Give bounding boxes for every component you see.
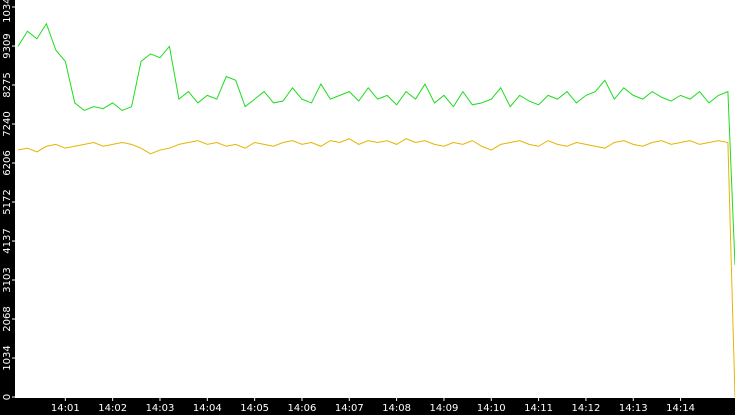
- x-axis-bar: [0, 398, 735, 415]
- data-line: [17, 138, 735, 398]
- x-tick-label: 14:06: [288, 403, 317, 414]
- x-tick-label: 14:05: [240, 403, 269, 414]
- x-tick-label: 14:02: [98, 403, 127, 414]
- y-axis-bar: [0, 0, 15, 415]
- y-tick-label: 1034: [2, 345, 13, 370]
- x-tick-label: 14:04: [193, 403, 222, 414]
- y-tick-label: 7240: [2, 111, 13, 136]
- x-tick-label: 14:10: [477, 403, 506, 414]
- y-tick-label: 2068: [2, 306, 13, 331]
- y-tick-label: 10344: [2, 0, 13, 23]
- y-tick-label: 8275: [2, 72, 13, 97]
- x-tick-label: 14:14: [666, 403, 695, 414]
- y-tick-label: 9309: [2, 33, 13, 58]
- x-tick-label: 14:12: [572, 403, 601, 414]
- x-tick-label: 14:08: [382, 403, 411, 414]
- y-tick-label: 5172: [2, 189, 13, 214]
- x-tick-label: 14:13: [619, 403, 648, 414]
- x-tick-label: 14:11: [524, 403, 553, 414]
- data-line: [17, 22, 735, 266]
- x-tick-label: 14:07: [335, 403, 364, 414]
- x-tick-label: 14:03: [146, 403, 175, 414]
- x-tick-label: 14:09: [430, 403, 459, 414]
- y-tick-label: 6206: [2, 150, 13, 175]
- x-tick-label: 14:01: [51, 403, 80, 414]
- y-tick-label: 0: [2, 394, 13, 400]
- y-tick-label: 3103: [2, 267, 13, 292]
- y-tick-label: 4137: [2, 228, 13, 253]
